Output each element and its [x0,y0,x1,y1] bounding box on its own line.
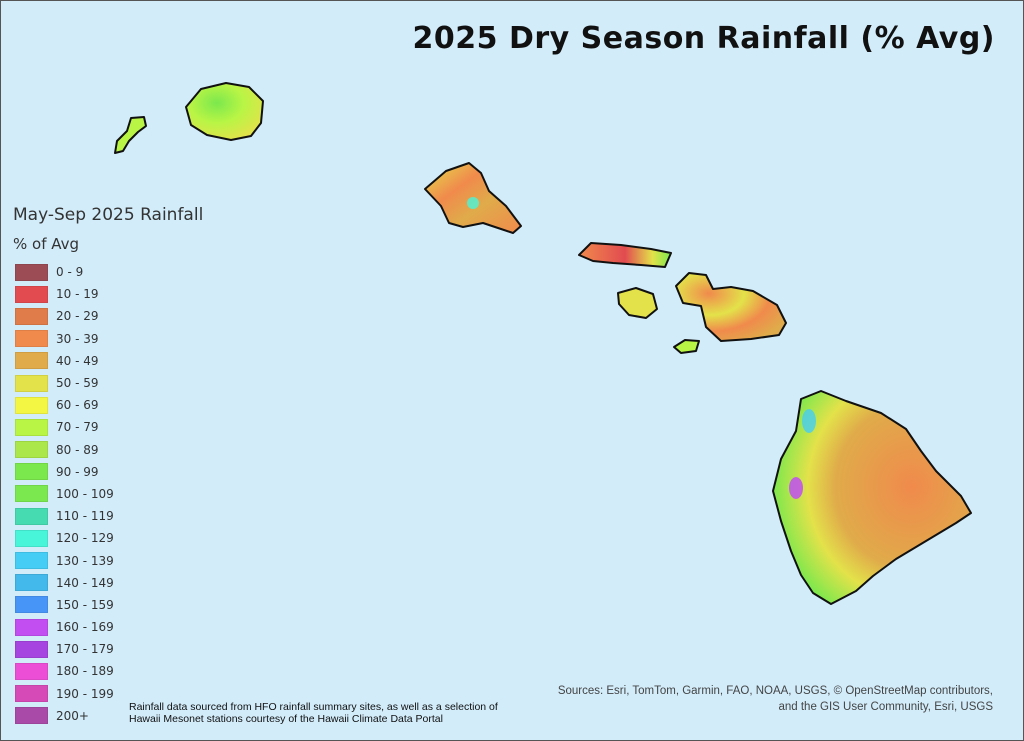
legend-swatch [15,352,48,370]
legend-item: 50 - 59 [13,372,203,394]
legend-item: 110 - 119 [13,505,203,527]
map-title: 2025 Dry Season Rainfall (% Avg) [412,21,995,56]
legend-label: 190 - 199 [56,686,114,701]
island-maui [675,272,787,342]
legend-item: 120 - 129 [13,527,203,549]
legend-swatch [15,529,48,547]
legend-label: 110 - 119 [56,509,114,524]
legend-label: 0 - 9 [56,265,84,280]
legend-swatch [15,618,48,636]
legend: May-Sep 2025 Rainfall % of Avg 0 - 9 10 -… [13,205,203,727]
legend-item: 100 - 109 [13,483,203,505]
legend-swatch [15,485,48,503]
legend-label: 160 - 169 [56,620,114,635]
sources-line-2: and the GIS User Community, Esri, USGS [778,701,993,713]
legend-label: 10 - 19 [56,287,99,302]
island-hawaii [772,390,972,605]
legend-item: 10 - 19 [13,283,203,305]
legend-label: 80 - 89 [56,442,99,457]
legend-swatch [15,285,48,303]
sources-line-1: Sources: Esri, TomTom, Garmin, FAO, NOAA… [557,685,993,697]
legend-item: 180 - 189 [13,660,203,682]
legend-label: 140 - 149 [56,575,114,590]
legend-swatch [15,552,48,570]
legend-swatch [15,574,48,592]
legend-classes: 0 - 9 10 - 19 20 - 29 30 - 39 40 - 49 50 - 59… [13,261,203,727]
legend-label: 150 - 159 [56,597,114,612]
legend-label: 100 - 109 [56,486,114,501]
legend-swatch [15,463,48,481]
legend-swatch [15,441,48,459]
legend-item: 40 - 49 [13,350,203,372]
legend-label: 60 - 69 [56,398,99,413]
legend-item: 190 - 199 [13,683,203,705]
legend-swatch [15,374,48,392]
legend-swatch [15,418,48,436]
legend-item: 170 - 179 [13,638,203,660]
legend-swatch [15,707,48,725]
legend-label: 70 - 79 [56,420,99,435]
legend-title: May-Sep 2025 Rainfall [13,205,204,225]
legend-swatch [15,685,48,703]
island-molokai [578,242,672,268]
legend-label: 200+ [56,708,89,723]
legend-item: 200+ [13,705,203,727]
legend-item: 0 - 9 [13,261,203,283]
legend-swatch [15,662,48,680]
island-kauai [185,82,264,141]
legend-label: 170 - 179 [56,642,114,657]
basemap-sources: Sources: Esri, TomTom, Garmin, FAO, NOAA… [558,683,993,715]
legend-item: 60 - 69 [13,394,203,416]
wet-zone-kohala [802,409,816,433]
wet-zone-kona [789,477,803,499]
legend-label: 90 - 99 [56,464,99,479]
data-credit: Rainfall data sourced from HFO rainfall … [129,701,498,725]
legend-label: 50 - 59 [56,376,99,391]
legend-swatch [15,307,48,325]
island-niihau [114,116,147,154]
legend-item: 80 - 89 [13,439,203,461]
legend-label: 30 - 39 [56,331,99,346]
legend-swatch [15,263,48,281]
legend-item: 90 - 99 [13,461,203,483]
legend-label: 130 - 139 [56,553,114,568]
wet-zone-oahu [467,197,479,209]
legend-label: 120 - 129 [56,531,114,546]
legend-swatch [15,330,48,348]
legend-item: 130 - 139 [13,549,203,571]
legend-swatch [15,507,48,525]
legend-item: 30 - 39 [13,328,203,350]
island-kahoolawe [673,339,700,354]
legend-item: 150 - 159 [13,594,203,616]
legend-swatch [15,640,48,658]
legend-label: 40 - 49 [56,353,99,368]
island-lanai [617,287,658,319]
legend-label: 180 - 189 [56,664,114,679]
legend-label: 20 - 29 [56,309,99,324]
legend-swatch [15,396,48,414]
legend-item: 140 - 149 [13,572,203,594]
legend-item: 160 - 169 [13,616,203,638]
legend-subtitle: % of Avg [13,235,80,253]
legend-item: 20 - 29 [13,305,203,327]
legend-swatch [15,596,48,614]
legend-item: 70 - 79 [13,416,203,438]
